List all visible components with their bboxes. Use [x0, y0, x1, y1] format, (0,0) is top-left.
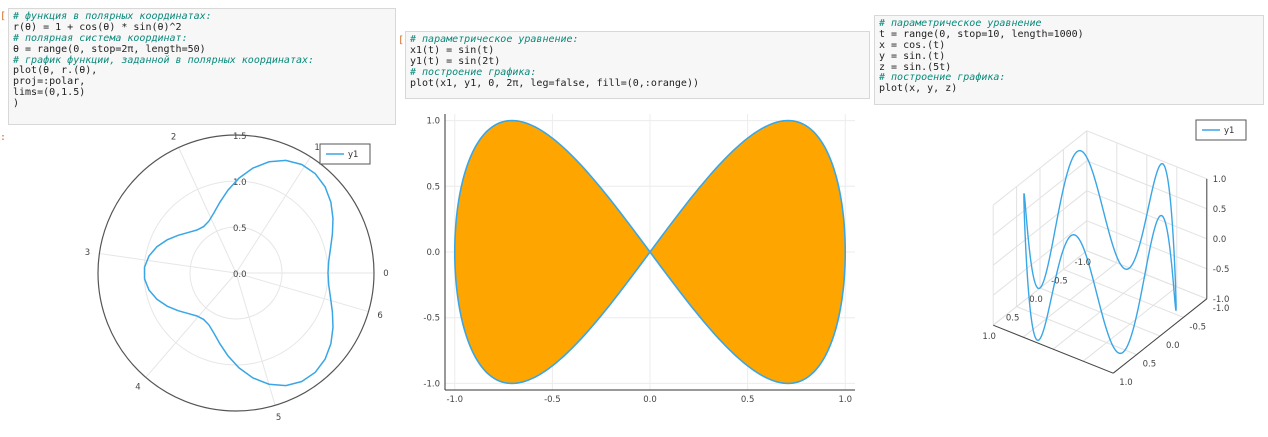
polar-angle-tick-label: 5	[276, 413, 281, 423]
polar-grid-spoke	[235, 272, 276, 406]
axis-edge	[993, 324, 1114, 374]
y-tick-label: 0.0	[426, 248, 440, 258]
x-tick-label-3d: 0.5	[1006, 314, 1020, 324]
code-line: x = cos.(t)	[879, 39, 946, 51]
x-tick-label-3d: -0.5	[1051, 276, 1068, 286]
code-cell-parametric-2d[interactable]: # параметрическое уравнение: x1(t) = sin(…	[405, 31, 870, 99]
polar-angle-tick-label: 0	[383, 269, 388, 279]
floor-grid	[1016, 306, 1137, 356]
cell-prompt: [	[0, 11, 7, 22]
code-line: θ = range(0, stop=2π, length=50)	[13, 43, 206, 55]
code-comment-line: # график функции, заданной в полярных ко…	[13, 54, 315, 66]
floor-grid	[1052, 274, 1148, 350]
code-line: proj=:polar,	[13, 76, 86, 88]
polar-frame	[97, 134, 375, 412]
polar-grid-spoke	[235, 156, 311, 274]
y-tick-label: -0.5	[423, 314, 440, 324]
x-tick-label: 1.0	[838, 395, 852, 405]
y-tick-label-3d: -0.5	[1189, 322, 1206, 332]
series-line-3d	[1023, 149, 1177, 355]
polar-radial-tick-label: 0.0	[233, 270, 247, 280]
polar-grid-spoke	[178, 147, 237, 274]
x-tick-label: 0.5	[741, 395, 755, 405]
parametric-fill-plot: -1.0 -0.5 0.0 0.5 1.0 -1.0 -0.5 0.0 0.5 1.0	[423, 114, 855, 405]
y-tick-label-3d: 0.5	[1143, 360, 1157, 370]
cell-prompt: :	[0, 132, 7, 143]
polar-radial-tick-label: 0.5	[233, 224, 247, 234]
code-line: t = range(0, stop=10, length=1000)	[879, 28, 1084, 40]
back-wall-grid	[1086, 160, 1207, 210]
cell-prompt: [	[398, 35, 405, 46]
z-tick-label-3d: -0.5	[1213, 265, 1230, 275]
y-tick-label: 1.0	[426, 117, 440, 127]
floor-grid	[1086, 250, 1207, 300]
polar-angle-tick-label: 2	[171, 133, 176, 143]
polar-grid-spoke	[99, 253, 237, 274]
x-tick-label-3d: 1.0	[982, 332, 996, 342]
legend-label: y1	[1224, 126, 1234, 136]
side-wall-grid	[992, 160, 1088, 236]
polar-plot: 0.0 0.5 1.0 1.5 0 1 2 3 4 5 6 y1	[85, 132, 389, 423]
axis-edge	[1112, 298, 1208, 374]
legend-box	[1195, 119, 1247, 141]
x-tick-label: 0.0	[643, 395, 657, 405]
code-line: y1(t) = sin(2t)	[410, 55, 501, 67]
polar-angle-tick-label: 6	[377, 311, 382, 321]
side-wall-grid	[992, 190, 1088, 266]
floor-grid	[1082, 286, 1178, 362]
z-tick-label-3d: 0.0	[1213, 235, 1227, 245]
y-tick-label: -1.0	[423, 379, 440, 389]
code-comment-line: # параметрическое уравнение:	[410, 34, 579, 45]
code-comment-line: # параметрическое уравнение	[879, 18, 1042, 29]
x-tick-label: -1.0	[446, 395, 463, 405]
y-tick-label-3d: 0.0	[1166, 341, 1180, 351]
code-comment-line: # функция в полярных координатах:	[13, 11, 212, 22]
code-comment-line: # полярная система координат:	[13, 32, 188, 44]
polar-grid-spoke	[235, 272, 369, 313]
y-tick-label: 0.5	[426, 182, 440, 192]
y-tick-label-3d: 1.0	[1119, 378, 1133, 388]
polar-grid-spoke	[145, 272, 237, 378]
y-tick-label-3d: -1.0	[1213, 304, 1230, 314]
legend-box	[319, 143, 371, 165]
x-tick-label-3d: -1.0	[1075, 258, 1092, 268]
code-comment-line: # построение графика:	[879, 72, 1006, 84]
code-line: y = sin.(t)	[879, 50, 946, 62]
legend-label: y1	[348, 150, 358, 160]
code-line: plot(x1, y1, 0, 2π, leg=false, fill=(0,:…	[410, 77, 699, 89]
z-tick-label-3d: 1.0	[1213, 175, 1227, 185]
x-tick-label: -0.5	[544, 395, 561, 405]
polar-radial-tick-label: 1.0	[233, 178, 247, 188]
polar-series-line	[143, 159, 334, 387]
code-line: )	[13, 98, 20, 110]
series-line	[453, 119, 847, 385]
code-comment-line: # построение графика:	[410, 66, 537, 78]
z-tick-label-3d: -1.0	[1213, 295, 1230, 305]
x-tick-label-3d: 0.0	[1029, 295, 1043, 305]
code-line: plot(θ, r.(θ),	[13, 65, 98, 77]
back-wall-grid	[1086, 130, 1207, 180]
z-tick-label-3d: 0.5	[1213, 205, 1227, 215]
code-line: x1(t) = sin(t)	[410, 44, 495, 56]
side-wall-grid	[992, 130, 1088, 206]
code-line: lims=(0,1.5)	[13, 87, 86, 99]
code-line: plot(x, y, z)	[879, 83, 958, 95]
polar-angle-tick-label: 1	[314, 143, 319, 153]
code-cell-parametric-3d[interactable]: # параметрическое уравнение t = range(0, …	[874, 15, 1264, 105]
parametric-3d-plot: -1.0 -0.5 0.0 0.5 1.0 -1.0 -0.5 0.0 0.5 1.0 -1.0 -0…	[982, 119, 1247, 388]
code-line: r(θ) = 1 + cos(θ) * sin(θ)^2	[13, 21, 182, 33]
polar-radial-tick-label: 1.5	[233, 132, 247, 142]
code-cell-polar[interactable]: # функция в полярных координатах: r(θ) = …	[8, 8, 396, 125]
polar-angle-tick-label: 3	[85, 248, 90, 258]
code-line: z = sin.(5t)	[879, 61, 952, 73]
polar-angle-tick-label: 4	[135, 383, 140, 393]
